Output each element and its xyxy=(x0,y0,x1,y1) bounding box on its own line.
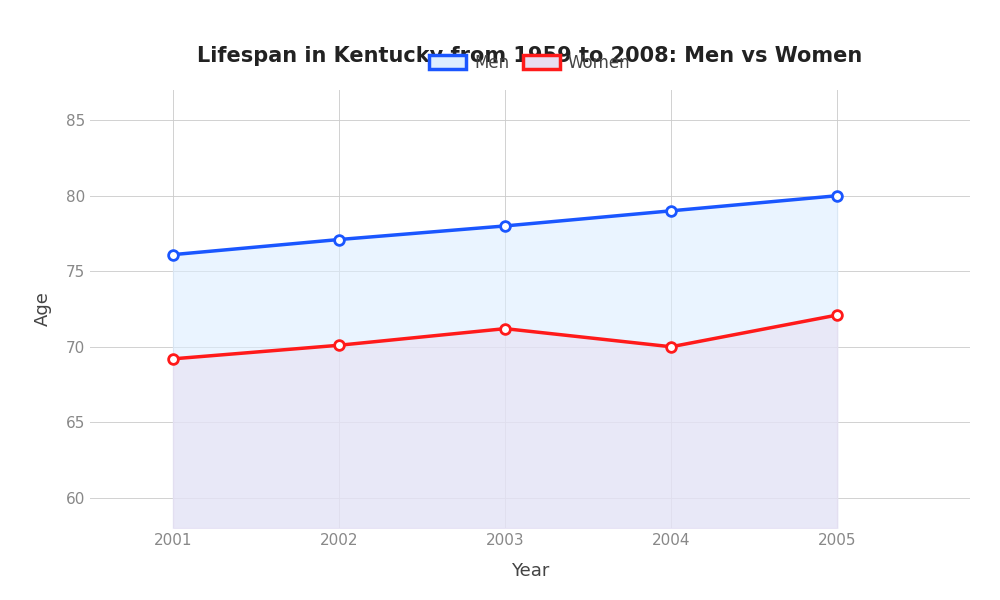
X-axis label: Year: Year xyxy=(511,562,549,580)
Title: Lifespan in Kentucky from 1959 to 2008: Men vs Women: Lifespan in Kentucky from 1959 to 2008: … xyxy=(197,46,863,66)
Legend: Men, Women: Men, Women xyxy=(421,46,639,80)
Y-axis label: Age: Age xyxy=(34,292,52,326)
